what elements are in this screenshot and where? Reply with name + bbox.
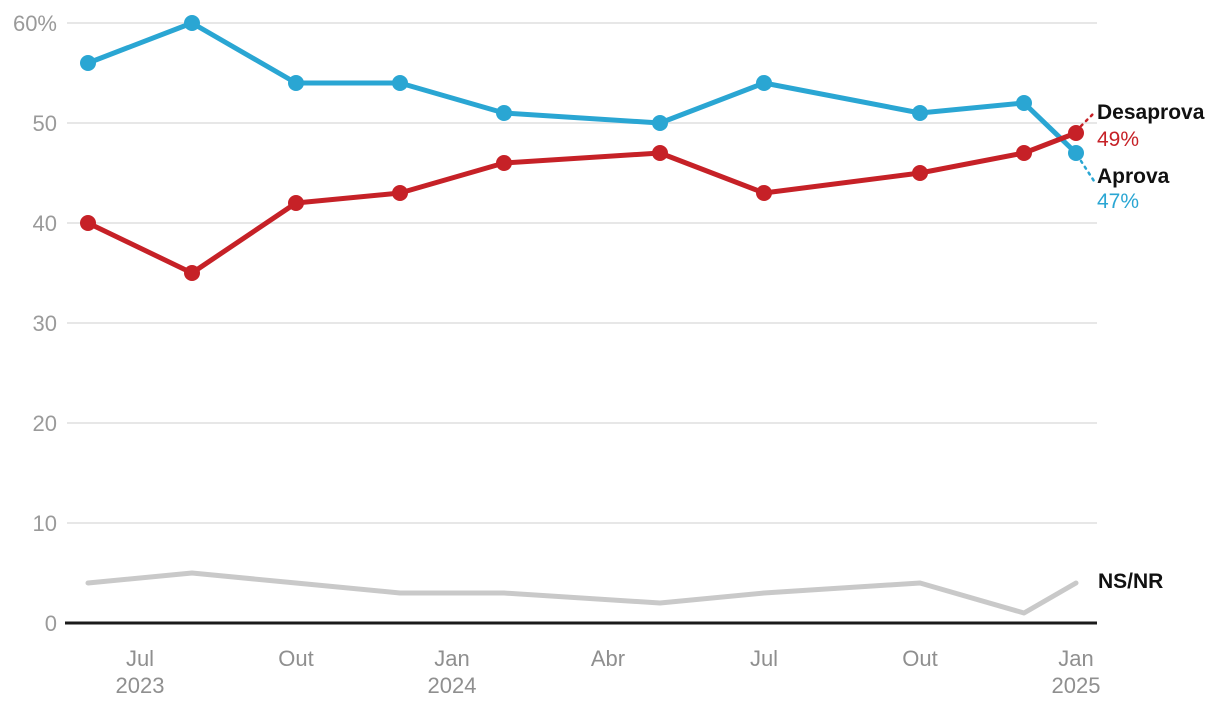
data-point-aprova: [1016, 95, 1032, 111]
data-point-desaprova: [1068, 125, 1084, 141]
data-point-desaprova: [392, 185, 408, 201]
series-line-desaprova: [85, 130, 1079, 276]
x-tick-year-label: 2025: [1052, 673, 1101, 698]
data-point-aprova: [496, 105, 512, 121]
leader-line-desaprova: [1079, 111, 1096, 128]
y-tick-label: 0: [45, 611, 57, 636]
y-tick-label: 40: [33, 211, 57, 236]
x-tick-year-label: 2024: [428, 673, 477, 698]
end-label-desaprova: Desaprova: [1097, 101, 1205, 124]
data-point-desaprova: [912, 165, 928, 181]
data-point-aprova: [80, 55, 96, 71]
end-value-aprova: 47%: [1097, 190, 1140, 213]
data-point-aprova: [756, 75, 772, 91]
data-point-desaprova: [496, 155, 512, 171]
data-point-aprova: [1068, 145, 1084, 161]
data-point-aprova: [652, 115, 668, 131]
data-point-desaprova: [756, 185, 772, 201]
x-tick-year-label: 2023: [116, 673, 165, 698]
data-point-desaprova: [288, 195, 304, 211]
series-line-aprova: [85, 20, 1079, 156]
x-tick-label: Jul: [750, 646, 778, 671]
x-tick-label: Jan: [434, 646, 469, 671]
data-point-desaprova: [184, 265, 200, 281]
x-tick-label: Out: [902, 646, 937, 671]
data-point-aprova: [392, 75, 408, 91]
data-point-aprova: [912, 105, 928, 121]
leader-line-aprova: [1079, 159, 1096, 183]
x-tick-label: Jul: [126, 646, 154, 671]
data-point-desaprova: [80, 215, 96, 231]
x-tick-label: Out: [278, 646, 313, 671]
y-tick-label: 20: [33, 411, 57, 436]
series-line-ns-nr: [85, 570, 1079, 616]
y-tick-label: 50: [33, 111, 57, 136]
end-value-desaprova: 49%: [1097, 128, 1140, 151]
end-label-aprova: Aprova: [1097, 165, 1170, 188]
x-tick-label: Abr: [591, 646, 625, 671]
data-point-aprova: [184, 15, 200, 31]
y-tick-label: 60%: [13, 11, 57, 36]
data-point-desaprova: [1016, 145, 1032, 161]
x-tick-label: Jan: [1058, 646, 1093, 671]
y-tick-label: 30: [33, 311, 57, 336]
data-point-aprova: [288, 75, 304, 91]
y-tick-label: 10: [33, 511, 57, 536]
end-label-nsnr: NS/NR: [1098, 570, 1164, 593]
data-point-desaprova: [652, 145, 668, 161]
